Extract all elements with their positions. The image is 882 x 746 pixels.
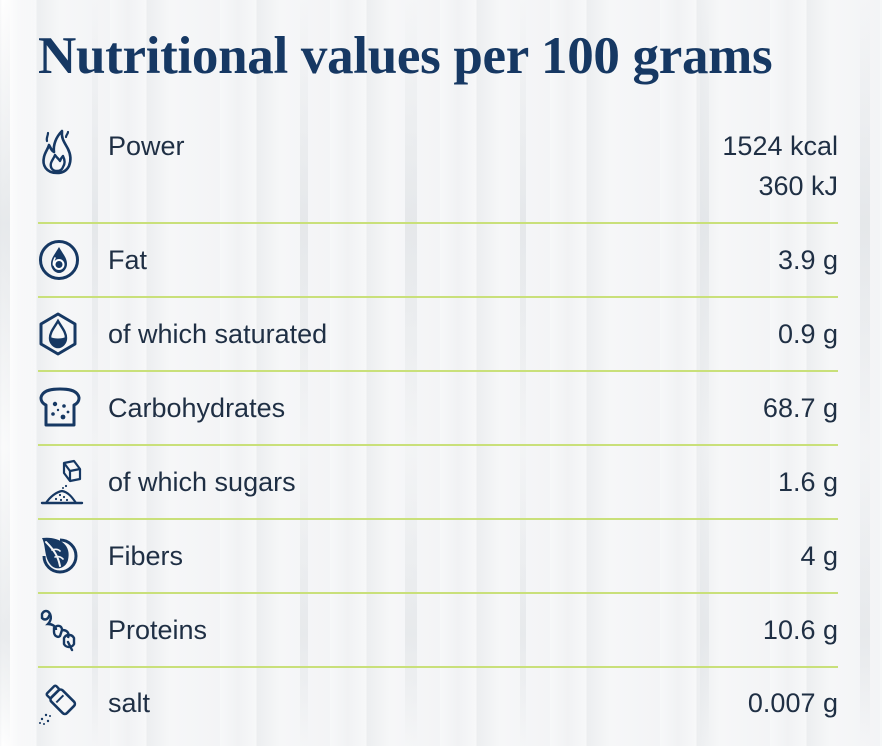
wood-grain	[860, 0, 870, 746]
table-row-sugars: of which sugars 1.6 g	[38, 446, 838, 520]
table-row-carbohydrates: Carbohydrates 68.7 g	[38, 372, 838, 446]
nutrient-label: salt	[108, 688, 151, 718]
table-row-proteins: Proteins 10.6 g	[38, 594, 838, 668]
nutrient-value: 4 g	[800, 541, 838, 571]
nutrient-label: of which saturated	[108, 319, 328, 349]
nutrition-panel: Nutritional values per 100 grams Power 1…	[38, 0, 838, 738]
nutrient-label: Power	[108, 131, 185, 161]
nutrition-table: Power 1524 kcal 360 kJ Fat 3.9 g	[38, 118, 838, 738]
wood-grain	[300, 0, 308, 746]
nutrient-value: 10.6 g	[762, 615, 838, 645]
leaf-fiber-icon	[38, 520, 108, 592]
nutrient-value: 1.6 g	[777, 467, 838, 497]
table-row-saturated-fat: of which saturated 0.9 g	[38, 298, 838, 372]
nutrient-value: 0.9 g	[777, 319, 838, 349]
nutrient-label: Proteins	[108, 615, 208, 645]
table-row-fibers: Fibers 4 g	[38, 520, 838, 594]
sugar-cube-icon	[38, 446, 108, 518]
wood-grain	[405, 0, 417, 746]
wood-grain	[520, 0, 526, 746]
bread-icon	[38, 372, 108, 444]
nutrient-label: of which sugars	[108, 467, 296, 497]
nutrient-label: Fibers	[108, 541, 184, 571]
table-row-power: Power 1524 kcal 360 kJ	[38, 118, 838, 224]
energy-kj: 360 kJ	[758, 171, 838, 201]
energy-kcal: 1524 kcal	[722, 131, 838, 161]
nutrient-value: 3.9 g	[777, 245, 838, 275]
salt-shaker-icon	[38, 668, 108, 738]
nutrient-value: 0.007 g	[747, 688, 838, 718]
nutrient-value: 1524 kcal 360 kJ	[722, 126, 838, 206]
wood-grain	[700, 0, 709, 746]
protein-chain-icon	[38, 594, 108, 666]
table-row-fat: Fat 3.9 g	[38, 224, 838, 298]
wood-grain	[0, 0, 10, 746]
fat-drop-icon	[38, 224, 108, 296]
nutrient-label: Fat	[108, 245, 148, 275]
saturated-drop-icon	[38, 298, 108, 370]
table-row-salt: salt 0.007 g	[38, 668, 838, 738]
wood-grain	[92, 0, 98, 746]
nutrient-label: Carbohydrates	[108, 393, 286, 423]
nutrient-value: 68.7 g	[762, 393, 838, 423]
page-title: Nutritional values per 100 grams	[38, 27, 773, 85]
flame-icon	[38, 126, 108, 176]
